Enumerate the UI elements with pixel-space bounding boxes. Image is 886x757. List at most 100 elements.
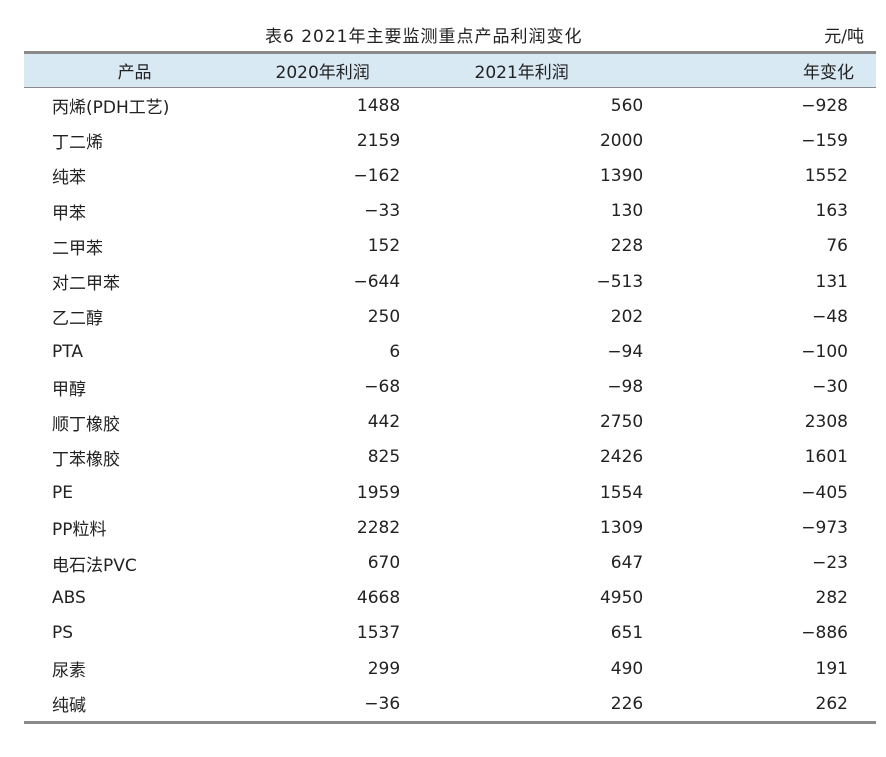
change-cell: −48 <box>812 306 848 327</box>
table-row: 顺丁橡胶 442 2750 2308 <box>24 405 876 440</box>
profit-2020-cell: 250 <box>367 306 401 327</box>
profit-2020-cell: 442 <box>367 412 401 433</box>
profit-2021-cell: 4950 <box>599 588 644 609</box>
change-cell: 2308 <box>804 412 848 433</box>
profit-2021-cell: 1390 <box>599 165 644 186</box>
profit-2021-cell: 2000 <box>599 130 644 151</box>
profit-2020-cell: 4668 <box>356 588 401 609</box>
product-cell: PP粒料 <box>52 520 107 541</box>
profit-2021-cell: 651 <box>610 623 644 644</box>
profit-2021-cell: 1554 <box>599 482 644 503</box>
profit-2020-cell: −68 <box>364 377 401 398</box>
change-cell: 191 <box>815 658 848 679</box>
profit-2021-cell: −94 <box>607 341 644 362</box>
change-cell: −886 <box>801 623 848 644</box>
profit-2020-cell: 152 <box>367 236 401 257</box>
table-row: 丙烯(PDH工艺) 1488 560 −928 <box>24 88 876 124</box>
profit-2020-cell: −644 <box>353 271 401 292</box>
product-cell: 甲苯 <box>52 203 86 224</box>
profit-2021-cell: −98 <box>607 377 644 398</box>
product-cell: 丙烯(PDH工艺) <box>52 98 170 119</box>
profit-2021-cell: 202 <box>610 306 644 327</box>
product-cell: 对二甲苯 <box>52 274 120 295</box>
table-row: 电石法PVC 670 647 −23 <box>24 545 876 580</box>
change-cell: 131 <box>815 271 848 292</box>
product-cell: ABS <box>52 588 86 609</box>
product-cell: PE <box>52 482 73 503</box>
header-row: 产品 2020年利润 2021年利润 年变化 <box>24 51 876 88</box>
change-cell: 163 <box>815 201 848 222</box>
product-cell: 丁二烯 <box>52 133 103 154</box>
table-row: PE 1959 1554 −405 <box>24 475 876 510</box>
table-row: PTA 6 −94 −100 <box>24 334 876 369</box>
table-row: 对二甲苯 −644 −513 131 <box>24 264 876 299</box>
profit-table: 产品 2020年利润 2021年利润 年变化 丙烯(PDH工艺) 1488 560 −… <box>24 51 876 725</box>
profit-2020-cell: 2159 <box>356 130 401 151</box>
profit-2020-cell: −33 <box>364 201 401 222</box>
product-cell: PTA <box>52 341 83 362</box>
profit-2021-cell: 130 <box>610 201 644 222</box>
profit-2021-cell: 490 <box>610 658 644 679</box>
change-cell: −973 <box>801 517 848 538</box>
change-cell: −100 <box>801 341 848 362</box>
header-profit-2021: 2021年利润 <box>400 51 644 88</box>
profit-2021-cell: 2750 <box>599 412 644 433</box>
table-row: ABS 4668 4950 282 <box>24 581 876 616</box>
table-row: PP粒料 2282 1309 −973 <box>24 510 876 545</box>
change-cell: 1601 <box>804 447 848 468</box>
product-cell: 甲醇 <box>52 379 86 400</box>
table-row: 纯碱 −36 226 262 <box>24 686 876 725</box>
product-cell: PS <box>52 623 74 644</box>
product-cell: 顺丁橡胶 <box>52 414 120 435</box>
product-cell: 电石法PVC <box>52 555 137 576</box>
profit-2020-cell: −162 <box>353 165 401 186</box>
change-cell: −30 <box>812 377 848 398</box>
profit-2020-cell: 2282 <box>356 517 401 538</box>
header-product: 产品 <box>24 51 246 88</box>
profit-2021-cell: 1309 <box>599 517 644 538</box>
table-header: 产品 2020年利润 2021年利润 年变化 <box>24 51 876 88</box>
profit-2020-cell: 1959 <box>356 482 401 503</box>
table-row: 甲醇 −68 −98 −30 <box>24 370 876 405</box>
table-body: 丙烯(PDH工艺) 1488 560 −928 丁二烯 2159 2000 −159 纯苯 −16… <box>24 88 876 725</box>
change-cell: 76 <box>826 236 848 257</box>
profit-2021-cell: 560 <box>610 95 644 116</box>
change-cell: 262 <box>643 686 876 725</box>
table-unit: 元/吨 <box>824 27 864 47</box>
table-row: 丁苯橡胶 825 2426 1601 <box>24 440 876 475</box>
profit-2020-cell: 825 <box>367 447 401 468</box>
profit-2021-cell: 228 <box>610 236 644 257</box>
table-title: 表6 2021年主要监测重点产品利润变化 <box>265 27 583 47</box>
profit-2020-cell: 670 <box>367 553 401 574</box>
table-row: 纯苯 −162 1390 1552 <box>24 158 876 193</box>
change-cell: −405 <box>801 482 848 503</box>
profit-2020-cell: 1537 <box>356 623 401 644</box>
table-row: 尿素 299 490 191 <box>24 651 876 686</box>
profit-2021-cell: −513 <box>596 271 644 292</box>
profit-2020-cell: 1488 <box>356 95 401 116</box>
table-row: PS 1537 651 −886 <box>24 616 876 651</box>
product-cell: 丁苯橡胶 <box>52 449 120 470</box>
table-caption: 表6 2021年主要监测重点产品利润变化 元/吨 <box>0 18 886 48</box>
change-cell: −928 <box>801 95 848 116</box>
profit-2021-cell: 2426 <box>599 447 644 468</box>
change-cell: 1552 <box>804 165 848 186</box>
profit-2020-cell: 299 <box>367 658 401 679</box>
header-yearly-change: 年变化 <box>643 51 876 88</box>
profit-2020-cell: −36 <box>245 686 401 725</box>
product-cell: 乙二醇 <box>52 309 103 330</box>
table-row: 二甲苯 152 228 76 <box>24 229 876 264</box>
profit-2021-cell: 226 <box>400 686 644 725</box>
profit-2021-cell: 647 <box>610 553 644 574</box>
change-cell: 282 <box>815 588 848 609</box>
product-cell: 尿素 <box>52 661 86 682</box>
product-cell: 纯碱 <box>24 686 246 725</box>
table-row: 乙二醇 250 202 −48 <box>24 299 876 334</box>
table-row: 甲苯 −33 130 163 <box>24 194 876 229</box>
profit-2020-cell: 6 <box>389 341 401 362</box>
table-row: 丁二烯 2159 2000 −159 <box>24 123 876 158</box>
product-cell: 纯苯 <box>52 168 86 189</box>
change-cell: −159 <box>801 130 848 151</box>
product-cell: 二甲苯 <box>52 238 103 259</box>
change-cell: −23 <box>812 553 848 574</box>
